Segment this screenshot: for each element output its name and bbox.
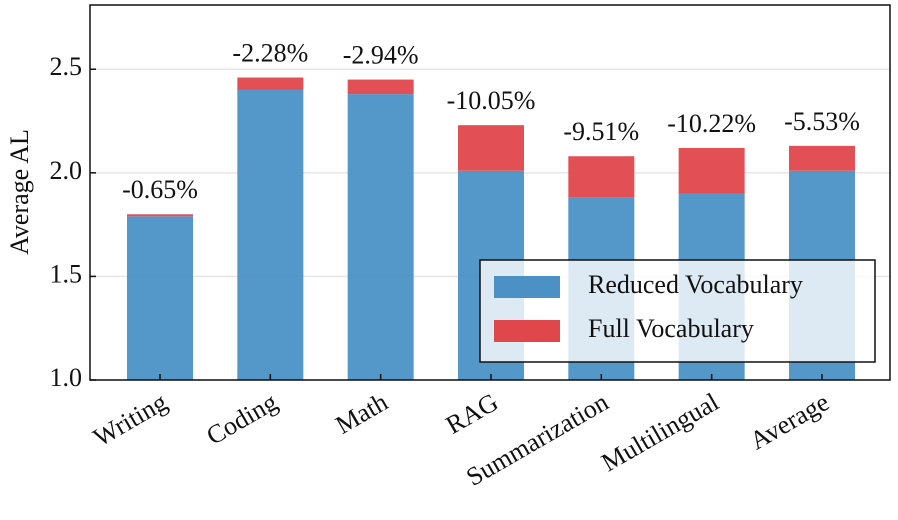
y-tick-label: 1.0: [50, 363, 83, 392]
bar-segment: [678, 147, 745, 194]
bar-label: -10.22%: [667, 109, 756, 138]
bar-label: -0.65%: [122, 175, 198, 204]
bar-segment: [347, 79, 414, 95]
legend: Reduced Vocabulary Full Vocabulary: [479, 259, 876, 363]
x-tick-label: Coding: [201, 387, 282, 450]
bar-label: -2.28%: [232, 38, 308, 67]
bar-segment: [788, 145, 855, 171]
bar-label: -9.51%: [563, 117, 639, 146]
legend-swatch: [494, 320, 560, 342]
bar-segment: [568, 156, 635, 198]
legend-label: Reduced Vocabulary: [588, 270, 803, 299]
x-tick-label: Math: [331, 387, 393, 440]
bar-label: -5.53%: [784, 107, 860, 136]
legend-label: Full Vocabulary: [588, 314, 754, 343]
bar-segment: [457, 125, 524, 171]
y-tick-label: 1.5: [50, 259, 83, 288]
bar-label: -10.05%: [447, 86, 536, 115]
bar-label: -2.94%: [343, 41, 419, 70]
bar-segment: [347, 94, 414, 381]
plot-frame: [89, 4, 891, 381]
bar-segment: [237, 89, 304, 380]
legend-swatch: [494, 276, 560, 298]
bar-segment: [127, 216, 193, 380]
y-axis-label: Average AL: [5, 129, 34, 255]
x-tick-label: Average: [745, 387, 834, 455]
bar-segment: [237, 77, 304, 90]
x-tick-label: Multilingual: [597, 387, 724, 477]
x-tick-label: Writing: [88, 387, 172, 452]
bar-segment: [127, 214, 193, 217]
y-tick-label: 2.5: [50, 52, 83, 81]
y-tick-label: 2.0: [50, 156, 83, 185]
x-tick-label: RAG: [441, 387, 503, 440]
